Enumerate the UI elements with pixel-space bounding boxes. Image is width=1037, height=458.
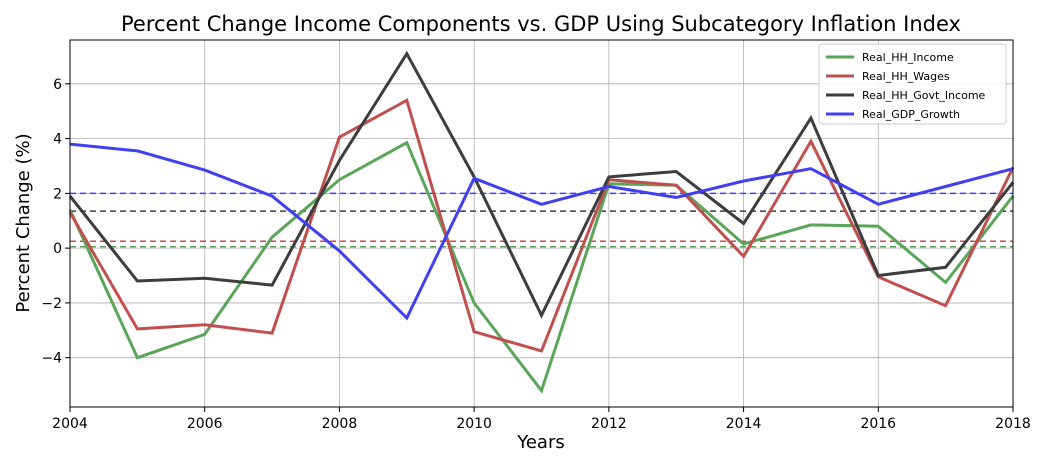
legend-items: Real_HH_Income Real_HH_Wages Real_HH_Govt_… bbox=[826, 51, 986, 121]
x-axis-label: Years bbox=[516, 432, 565, 453]
y-tick-label: 6 bbox=[53, 77, 62, 93]
x-tick-label: 2016 bbox=[860, 416, 896, 432]
y-tick-label: −4 bbox=[41, 351, 62, 367]
series-line-real-hh-wages bbox=[68, 98, 1015, 353]
legend-box bbox=[818, 43, 1007, 125]
y-tick-label: 2 bbox=[53, 186, 62, 202]
legend-label: Real_GDP_Growth bbox=[862, 108, 960, 121]
legend-label: Real_HH_Govt_Income bbox=[862, 89, 986, 102]
x-tick-label: 2014 bbox=[726, 416, 762, 432]
x-tick-label: 2012 bbox=[591, 416, 627, 432]
series-lines bbox=[68, 50, 1015, 394]
x-axis-ticks: 2004 2006 2008 2010 2012 2014 2016 2018 bbox=[52, 407, 1031, 432]
legend-label: Real_HH_Income bbox=[862, 51, 954, 64]
x-tick-label: 2018 bbox=[995, 416, 1031, 432]
legend: Real_HH_Income Real_HH_Wages Real_HH_Govt_… bbox=[818, 43, 1007, 125]
series-line-real-gdp-growth bbox=[69, 142, 1014, 321]
series-line-real-hh-govt-income bbox=[68, 50, 1015, 319]
y-tick-label: 0 bbox=[53, 241, 62, 257]
y-tick-label: −2 bbox=[41, 296, 62, 312]
y-axis-ticks: −4 −2 0 2 4 6 bbox=[41, 77, 70, 367]
x-tick-label: 2006 bbox=[187, 416, 223, 432]
x-tick-label: 2010 bbox=[456, 416, 492, 432]
legend-label: Real_HH_Wages bbox=[862, 70, 950, 83]
y-tick-label: 4 bbox=[53, 132, 62, 148]
y-axis-label: Percent Change (%) bbox=[13, 133, 34, 312]
plot-frame bbox=[69, 39, 1014, 408]
chart-title: Percent Change Income Components vs. GDP… bbox=[121, 12, 961, 36]
x-tick-label: 2008 bbox=[322, 416, 358, 432]
x-tick-label: 2004 bbox=[52, 416, 88, 432]
